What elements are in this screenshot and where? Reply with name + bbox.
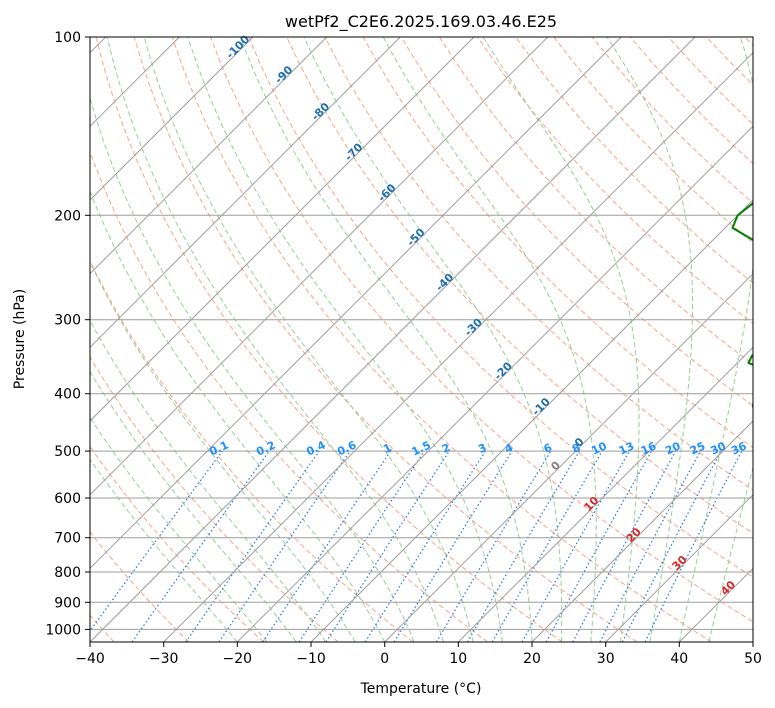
moist-adiabat (90, 189, 386, 642)
mixing-ratio-line (185, 450, 320, 642)
dry-adiabat (133, 37, 638, 642)
isotherm-line (531, 420, 753, 642)
moist-adiabat (90, 319, 327, 642)
mixing-ratio-label: 20 (663, 439, 683, 457)
moist-adiabats (90, 37, 753, 642)
dry-adiabat (90, 150, 488, 642)
isotherm-line (236, 125, 753, 642)
x-axis-label: Temperature (°C) (360, 681, 482, 697)
dry-adiabat (324, 37, 753, 491)
isotherms (90, 37, 753, 642)
mixing-ratio-label: 25 (688, 439, 707, 457)
mixing-ratio-label: 13 (617, 439, 636, 457)
moist-adiabat (90, 458, 238, 642)
y-tick-label: 900 (54, 595, 81, 611)
isotherm-line (90, 37, 254, 201)
dry-adiabat (171, 37, 712, 642)
moist-adiabat (187, 37, 503, 642)
mixing-ratio-line (521, 450, 631, 642)
moist-adiabat (239, 37, 533, 642)
mixing-ratio-line (262, 450, 392, 642)
isotherm-line (163, 51, 753, 642)
isotherm-line (384, 272, 753, 642)
dry-adiabat (248, 37, 753, 578)
isotherm-line (90, 37, 401, 349)
mixing-ratio-line (131, 450, 270, 642)
isotherm-line (605, 493, 753, 642)
isobars (90, 37, 753, 630)
mixing-ratio-line (298, 450, 425, 642)
moist-adiabat (143, 37, 474, 642)
moist-adiabat (106, 37, 445, 642)
mixing-ratio-line (644, 450, 743, 642)
plot-area (90, 37, 753, 642)
y-tick-label: 700 (54, 531, 81, 547)
dry-adiabat (210, 37, 753, 623)
isotherm-line (90, 37, 328, 275)
moist-adiabat (482, 37, 640, 642)
isotherm-line (90, 37, 475, 422)
x-tick-label: 10 (449, 651, 467, 667)
chart-title: wetPf2_C2E6.2025.169.03.46.E25 (285, 12, 557, 32)
moist-adiabat (678, 37, 753, 642)
mixing-ratio-label: 16 (639, 439, 659, 457)
dry-adiabat (515, 37, 753, 284)
x-tick-label: −10 (296, 651, 326, 667)
plot-frame (89, 36, 754, 643)
mixing-ratio-line (325, 450, 450, 642)
x-axis-ticks: −40 −30 −20 −10 0 10 20 30 40 50 (75, 642, 762, 667)
y-axis-label: Pressure (hPa) (12, 289, 28, 389)
isotherm-line (90, 37, 622, 570)
isotherm-line (90, 37, 549, 496)
y-tick-label: 500 (54, 444, 81, 460)
x-tick-label: −30 (149, 651, 179, 667)
dry-adiabat (95, 37, 563, 642)
mixing-ratio-lines (90, 450, 743, 642)
x-tick-label: −40 (75, 651, 105, 667)
mixing-ratio-line (545, 450, 653, 642)
isotherm-line (90, 37, 696, 642)
mixing-ratio-label: 10 (589, 439, 609, 457)
y-tick-label: 800 (54, 565, 81, 581)
y-tick-label: 400 (54, 387, 81, 403)
background-lines (90, 37, 753, 642)
y-tick-label: 600 (54, 491, 81, 507)
x-tick-label: 30 (597, 651, 615, 667)
mixing-ratio-line (90, 450, 223, 632)
moist-adiabat (708, 465, 753, 642)
mixing-ratio-label: 36 (729, 439, 749, 457)
x-tick-label: 50 (744, 651, 762, 667)
moist-adiabat (303, 37, 563, 642)
dry-adiabat (90, 445, 264, 642)
moist-adiabat (606, 37, 693, 642)
x-tick-label: 40 (670, 651, 688, 667)
x-tick-label: 20 (523, 651, 541, 667)
x-tick-label: −20 (223, 651, 253, 667)
y-axis-ticks: 100 200 300 400 500 600 700 800 900 1000 (45, 30, 90, 638)
isotherm-line (457, 346, 753, 642)
y-tick-label: 300 (54, 313, 81, 329)
moist-adiabat (90, 416, 268, 642)
isotherm-line (310, 199, 753, 642)
mixing-ratio-line (393, 450, 513, 642)
mixing-ratio-label: 30 (709, 439, 729, 457)
y-tick-label: 1000 (45, 622, 81, 638)
dry-adiabat (438, 37, 753, 366)
dry-adiabat (90, 531, 190, 642)
dry-adiabat (90, 356, 339, 642)
mixing-ratio-line (572, 450, 677, 642)
x-tick-label: 0 (380, 651, 389, 667)
mixing-ratio-line (218, 450, 351, 642)
y-tick-label: 200 (54, 208, 81, 224)
dry-adiabat (400, 37, 753, 407)
moist-adiabat (90, 260, 356, 642)
y-tick-label: 100 (54, 30, 81, 46)
moist-adiabat (382, 37, 597, 642)
